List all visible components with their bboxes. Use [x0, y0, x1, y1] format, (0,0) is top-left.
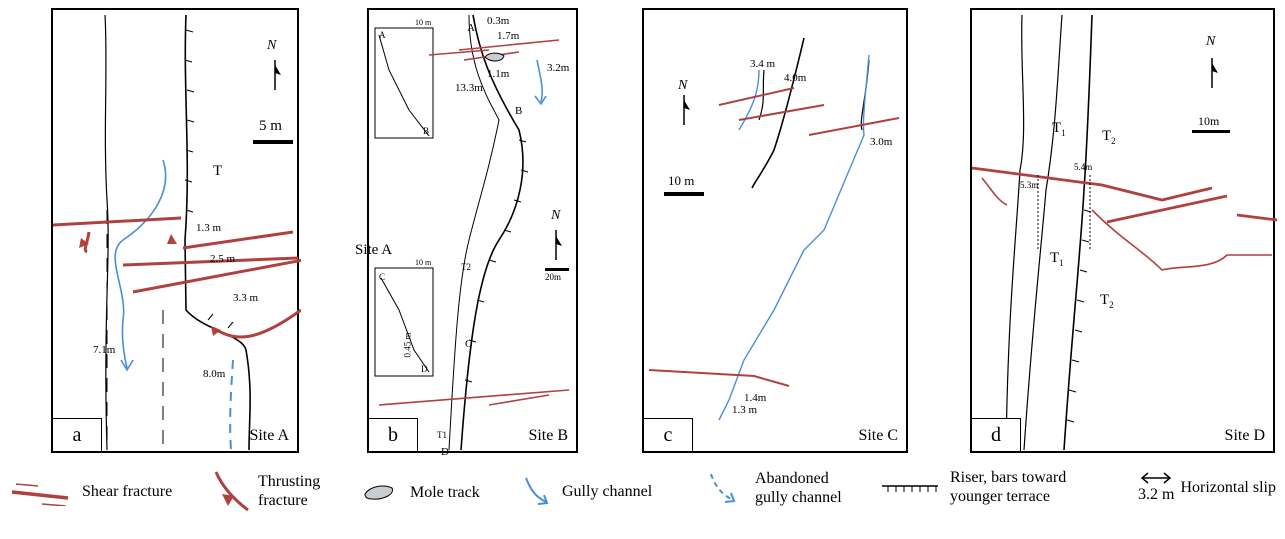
point-label: B — [515, 105, 523, 117]
legend-line: Thrusting — [258, 473, 321, 490]
offset-label: 1.3 m — [196, 222, 222, 234]
offset-label: 3.3 m — [233, 292, 259, 304]
point-label: C — [465, 338, 473, 350]
panel-b: N 20m Site A 0.3m 1.7m 3.2m 1.1m 13.3m A… — [355, 8, 578, 458]
offset-label: 3.4 m — [750, 58, 776, 70]
inset-label: 0.45 m — [402, 332, 413, 358]
offset-label: 3.0m — [870, 136, 893, 148]
offset-label: 0.3m — [487, 15, 510, 27]
offset-label: 5.4m — [1074, 162, 1093, 172]
point-label: D — [441, 446, 449, 458]
legend-label: Gully channel — [562, 482, 653, 500]
legend-abandoned: Abandoned gully channel — [705, 468, 842, 508]
thrusting-fracture-icon — [214, 471, 249, 512]
slip-value: 3.2 m — [1138, 486, 1175, 503]
terrace-label: T — [213, 163, 223, 179]
inset-label: D — [421, 364, 428, 374]
scale-label: 10 m — [668, 173, 695, 188]
panel-letter: b — [369, 418, 418, 451]
legend-line: Abandoned — [755, 470, 829, 487]
riser-icon — [882, 485, 938, 492]
panel-d-map — [972, 14, 1277, 451]
panel-a-map — [53, 14, 301, 451]
north-label: N — [1206, 34, 1216, 49]
inset-label: A — [379, 30, 386, 40]
legend-label: Horizontal slip — [1180, 478, 1276, 496]
terrace-label: T2 — [1102, 128, 1116, 146]
legend-label: Riser, bars toward younger terrace — [950, 468, 1066, 506]
mole-track-icon — [364, 485, 393, 500]
offset-label: 1.1m — [487, 68, 510, 80]
site-label: Site D — [1224, 427, 1265, 444]
offset-label: 1.4m — [744, 392, 767, 404]
inset-label: B — [423, 126, 430, 136]
slip-symbol: 3.2 m — [1138, 470, 1174, 504]
legend-line: fracture — [258, 492, 308, 509]
legend-line: gully channel — [755, 489, 842, 506]
site-label: Site B — [528, 427, 568, 444]
legend-label: Abandoned gully channel — [755, 469, 842, 507]
legend-label: Mole track — [410, 483, 480, 501]
offset-label: 1.3 m — [732, 404, 758, 416]
terrace-label: T1 — [1052, 120, 1066, 138]
legend-thrust: Thrusting fracture — [212, 466, 320, 516]
terrace-label: T1 — [437, 430, 447, 440]
north-label: N — [551, 208, 561, 223]
scale-label: 10m — [1198, 114, 1220, 128]
site-label: Site C — [858, 427, 898, 444]
offset-label: 5.3m — [1020, 180, 1039, 190]
offset-label: 1.7m — [497, 30, 520, 42]
legend-gully: Gully channel — [520, 474, 652, 508]
terrace-label: T1 — [1050, 250, 1064, 268]
north-label: N — [267, 38, 277, 53]
shear-fracture-icon — [11, 483, 69, 506]
terrace-label: T2 — [461, 262, 471, 272]
legend-shear: Shear fracture — [10, 476, 172, 506]
legend-mole: Mole track — [362, 480, 480, 504]
panel-d: N 10m T1 T2 T1 T2 5.4m 5.3m d Site D — [970, 8, 1277, 453]
offset-label: 7.1m — [93, 344, 116, 356]
scale-label: 20m — [545, 272, 562, 282]
legend-line: Riser, bars toward — [950, 469, 1067, 486]
inset-scale: 10 m — [415, 18, 432, 27]
panel-letter: d — [972, 418, 1021, 451]
offset-label: 3.2m — [547, 62, 570, 74]
inset-scale: 10 m — [415, 258, 432, 267]
legend-riser: Riser, bars toward younger terrace — [880, 468, 1066, 506]
scale-label: 5 m — [259, 118, 282, 134]
offset-label: 13.3m — [455, 82, 483, 94]
panel-c: N 10 m 3.4 m 4.0m 3.0m 1.4m 1.3 m c Site… — [642, 8, 908, 453]
legend-label: Shear fracture — [82, 482, 173, 500]
legend: Shear fracture Thrusting fracture Mole t… — [0, 460, 1285, 539]
legend-label: Thrusting fracture — [258, 472, 320, 510]
offset-label: 2.5 m — [210, 253, 236, 265]
panel-b-map — [374, 14, 570, 451]
legend-slip: 3.2 m Horizontal slip — [1138, 470, 1276, 504]
terrace-label: T2 — [1100, 292, 1114, 310]
offset-label: 4.0m — [784, 72, 807, 84]
point-label: A — [467, 22, 475, 34]
panel-c-map — [648, 37, 900, 421]
site-label: Site A — [249, 427, 289, 444]
offset-label: 8.0m — [203, 368, 226, 380]
double-arrow-icon — [1141, 472, 1172, 484]
panel-letter: c — [644, 418, 693, 451]
panel-letter: a — [53, 418, 102, 451]
gully-channel-icon — [525, 477, 549, 505]
north-label: N — [678, 78, 688, 93]
site-a-overlay: Site A — [355, 242, 393, 258]
legend-line: younger terrace — [950, 488, 1050, 505]
abandoned-gully-icon — [710, 473, 736, 503]
inset-label: C — [379, 272, 386, 282]
panel-a: N 5 m T 1.3 m 2.5 m 3.3 m 7.1m 8.0m a Si… — [51, 8, 301, 453]
